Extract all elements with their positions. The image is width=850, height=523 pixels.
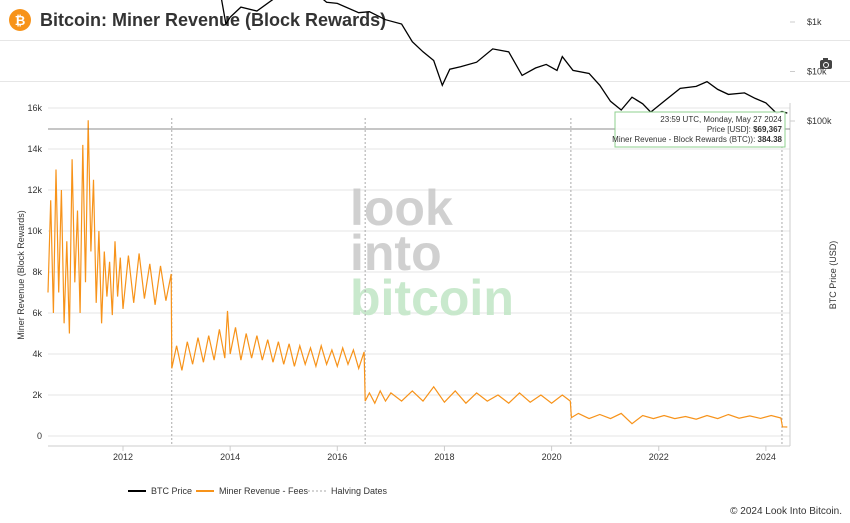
y-tick-label: 2k: [32, 390, 42, 400]
revenue-line: [47, 120, 788, 428]
x-tick-label: 2018: [434, 452, 454, 462]
y2-axis-title: BTC Price (USD): [828, 241, 838, 310]
legend-label: Miner Revenue - Fees: [219, 486, 309, 496]
tooltip-revenue: Miner Revenue - Block Rewards (BTC)): 38…: [612, 135, 782, 144]
watermark-text: look: [350, 180, 453, 236]
x-tick-label: 2016: [327, 452, 347, 462]
y-tick-label: 6k: [32, 308, 42, 318]
y-tick-label: 10k: [27, 226, 42, 236]
x-tick-label: 2014: [220, 452, 240, 462]
y-tick-label: 4k: [32, 349, 42, 359]
price-line: [220, 0, 788, 115]
y-tick-label: 12k: [27, 185, 42, 195]
x-tick-label: 2020: [542, 452, 562, 462]
tooltip-price: Price [USD]: $69,367: [707, 125, 783, 134]
bitcoin-logo-icon: ₿: [9, 9, 31, 31]
y-tick-label: 0: [37, 431, 42, 441]
toolbar: [0, 41, 850, 82]
y2-tick-label: $100k: [807, 116, 832, 126]
y-axis-title: Miner Revenue (Block Rewards): [16, 210, 26, 340]
x-tick-label: 2012: [113, 452, 133, 462]
header: ₿ Bitcoin: Miner Revenue (Block Rewards): [0, 0, 850, 41]
x-tick-label: 2024: [756, 452, 776, 462]
legend-label: Halving Dates: [331, 486, 388, 496]
x-tick-label: 2022: [649, 452, 669, 462]
y2-tick-label: $10k: [807, 67, 827, 77]
y-tick-label: 16k: [27, 103, 42, 113]
tooltip-box: [614, 111, 786, 148]
page-title: Bitcoin: Miner Revenue (Block Rewards): [40, 9, 387, 30]
y-tick-label: 8k: [32, 267, 42, 277]
tooltip-date: 23:59 UTC, Monday, May 27 2024: [660, 115, 782, 124]
y-tick-label: 14k: [27, 144, 42, 154]
copyright: © 2024 Look Into Bitcoin.: [730, 506, 842, 517]
watermark-text: bitcoin: [350, 270, 514, 326]
camera-icon[interactable]: [820, 58, 832, 69]
y2-tick-label: $1k: [807, 17, 822, 27]
legend-label: BTC Price: [151, 486, 192, 496]
